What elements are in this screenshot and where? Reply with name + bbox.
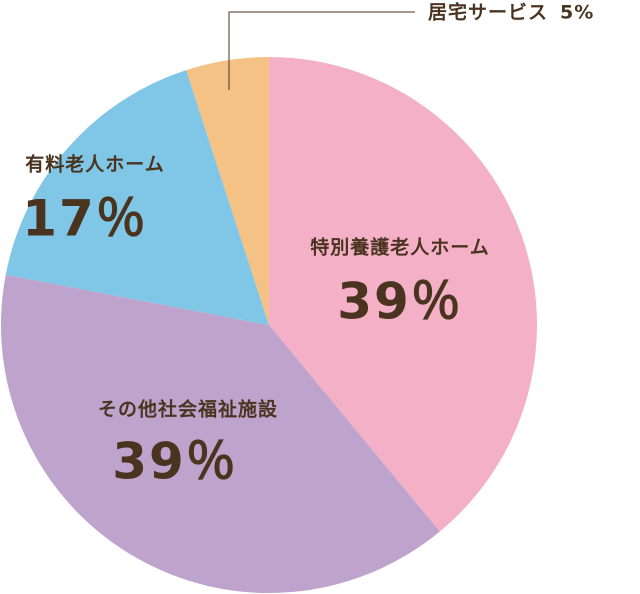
slice-label: 有料老人ホーム (25, 153, 164, 176)
pie (0, 57, 537, 594)
pie-slice (0, 274, 440, 594)
slice-value-label: 17％ (22, 190, 148, 248)
slice-label: 特別養護老人ホーム (310, 236, 489, 259)
slice-value-label: 39％ (337, 273, 463, 331)
pie-slice (269, 57, 537, 532)
leader-line (228, 11, 415, 90)
slice-label: 居宅サービス (428, 1, 548, 24)
pie-slice (5, 70, 270, 325)
slice-value-label: 39％ (112, 433, 238, 491)
slice-label: その他社会福祉施設 (98, 398, 278, 421)
pie-slice (186, 57, 269, 325)
slice-value-label: 5% (560, 2, 594, 24)
